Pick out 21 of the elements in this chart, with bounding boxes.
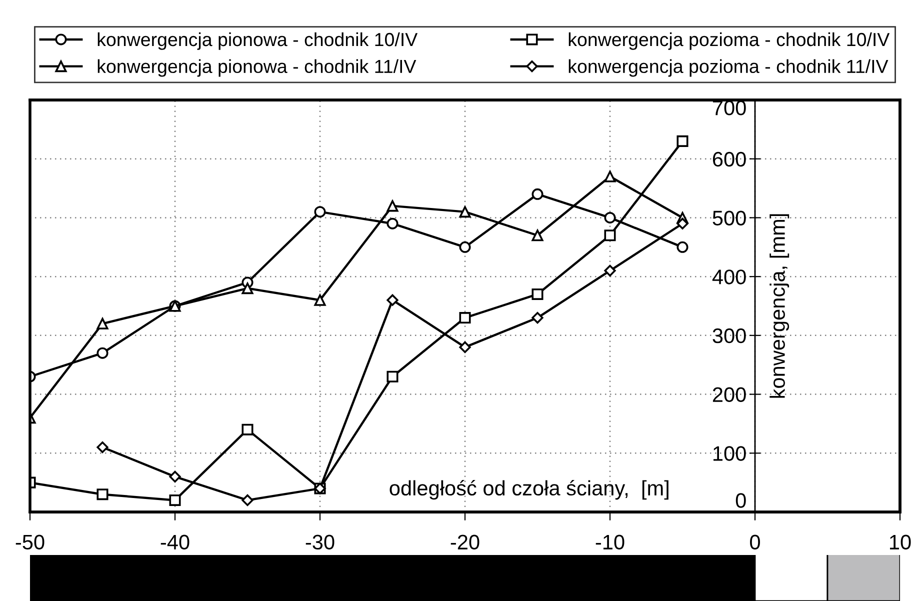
x-tick-label: -30 — [306, 534, 334, 550]
y-tick-label: 600 — [712, 152, 746, 167]
legend-label: konwergencja pionowa - chodnik 11/IV — [98, 59, 416, 77]
y-tick-label: 400 — [712, 270, 746, 284]
x-tick-label: -40 — [160, 534, 190, 550]
y-tick-label: 100 — [714, 446, 746, 461]
x-tick-label: -10 — [596, 534, 624, 550]
y-tick-label: 300 — [712, 328, 746, 344]
x-axis-title: odległość od czoła ściany, [m] — [390, 480, 668, 500]
legend-label: konwergencja pionowa - chodnik 10/IV — [98, 32, 418, 50]
x-tick-label: 0 — [750, 534, 760, 550]
x-tick-label: -20 — [450, 534, 480, 550]
y-tick-label: 200 — [712, 387, 746, 402]
x-tick-label: -50 — [16, 534, 44, 550]
y-tick-label: 700 — [712, 100, 746, 116]
x-tick-label: 10 — [890, 534, 911, 550]
legend-label: konwergencja pozioma - chodnik 10/IV — [568, 32, 890, 50]
y-axis-title: konwergencja, [mm] — [770, 214, 790, 398]
y-tick-label: 500 — [712, 210, 746, 226]
legend-label: konwergencja pozioma - chodnik 11/IV — [568, 59, 888, 77]
y-tick-label: 0 — [736, 493, 746, 508]
